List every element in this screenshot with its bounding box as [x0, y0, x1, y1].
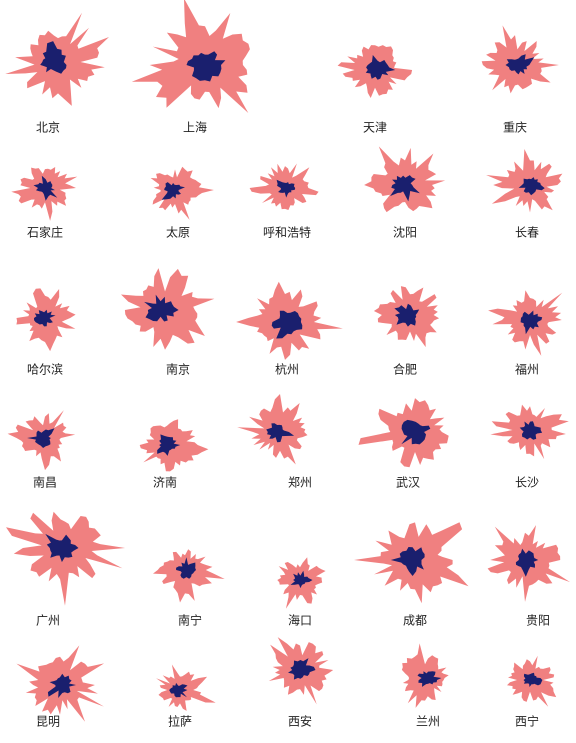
city-label: 郑州	[288, 475, 312, 490]
urban-extent	[150, 166, 214, 220]
city-label: 福州	[515, 362, 539, 377]
city-label: 沈阳	[393, 225, 417, 240]
urban-core	[365, 55, 396, 80]
urban-core	[161, 182, 185, 200]
urban-core	[27, 428, 55, 448]
city-label: 海口	[288, 613, 312, 628]
city-label: 北京	[36, 121, 60, 135]
city-label: 哈尔滨	[27, 362, 63, 377]
city-label: 南宁	[178, 613, 202, 628]
urban-core	[157, 434, 181, 456]
urban-core	[390, 547, 425, 576]
urban-core	[47, 673, 76, 698]
urban-core	[34, 309, 56, 327]
city-label: 济南	[153, 475, 177, 490]
urban-extent	[156, 664, 216, 711]
urban-core	[290, 570, 313, 589]
urban-core	[186, 51, 226, 82]
urban-core	[515, 548, 539, 577]
city-label: 长春	[515, 226, 539, 240]
urban-core	[144, 294, 179, 322]
city-label: 昆明	[36, 715, 60, 729]
city-label: 武汉	[396, 476, 420, 490]
urban-core	[288, 658, 316, 680]
city-label: 长沙	[515, 476, 539, 490]
city-label: 南昌	[33, 475, 57, 490]
urban-core	[417, 671, 442, 687]
urban-core	[266, 423, 295, 443]
urban-core	[505, 54, 535, 75]
city-label: 兰州	[416, 715, 440, 729]
city-label: 成都	[403, 614, 427, 628]
city-label: 广州	[36, 614, 60, 628]
city-label: 天津	[363, 121, 387, 135]
urban-core	[176, 557, 196, 579]
city-label: 南京	[166, 362, 190, 377]
city-label: 上海	[183, 120, 207, 135]
urban-core	[394, 303, 420, 327]
city-label: 贵阳	[526, 614, 550, 628]
city-label: 杭州	[275, 362, 299, 377]
urban-core	[276, 179, 296, 198]
urban-core	[33, 175, 58, 201]
city-label: 呼和浩特	[263, 225, 311, 240]
urban-extent	[6, 511, 126, 606]
urban-core	[40, 41, 67, 74]
urban-core	[271, 310, 303, 339]
urban-extent	[131, 0, 250, 113]
city-label: 拉萨	[168, 714, 192, 729]
city-label: 西宁	[515, 714, 539, 729]
urban-core	[523, 672, 543, 687]
city-label: 太原	[166, 225, 190, 240]
urban-core	[169, 682, 188, 698]
urban-core	[520, 310, 543, 335]
city-label: 合肥	[393, 362, 417, 377]
city-label: 西安	[288, 714, 312, 729]
urban-core	[519, 421, 543, 440]
urban-core	[518, 177, 545, 196]
city-label: 重庆	[503, 121, 527, 135]
urban-core	[45, 533, 79, 563]
city-label: 石家庄	[27, 225, 63, 240]
urban-core	[401, 419, 431, 445]
urban-core	[390, 175, 420, 202]
